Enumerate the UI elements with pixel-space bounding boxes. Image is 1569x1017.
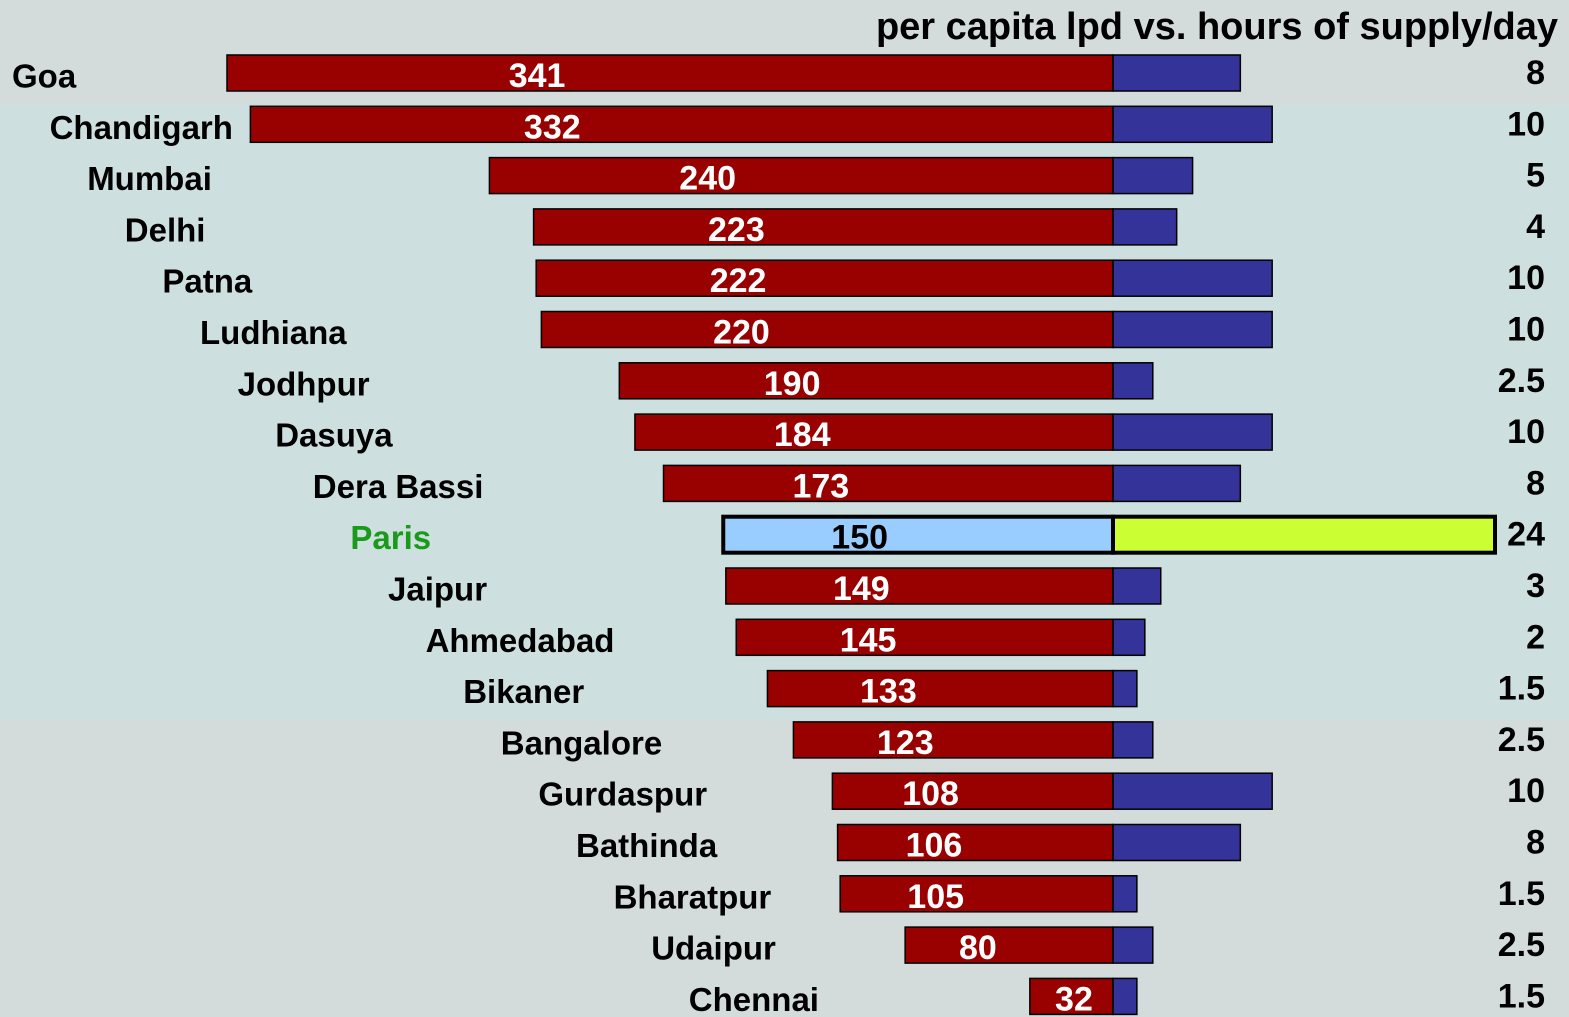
lpd-bar xyxy=(721,514,1115,555)
lpd-bar xyxy=(540,310,1114,349)
hours-bar xyxy=(1112,413,1273,451)
lpd-value-label: 32 xyxy=(1055,980,1093,1017)
category-label: Chandigarh xyxy=(50,109,233,146)
hours-bar xyxy=(1112,105,1273,144)
hours-bar xyxy=(1112,669,1138,708)
lpd-value-label: 222 xyxy=(710,262,767,300)
lpd-value-label: 332 xyxy=(524,108,581,146)
category-label: Jaipur xyxy=(388,571,487,608)
hours-value-label: 10 xyxy=(1507,105,1545,143)
hours-value-label: 8 xyxy=(1526,824,1545,862)
lpd-value-label: 220 xyxy=(713,314,770,352)
hours-bar xyxy=(1112,977,1138,1016)
lpd-value-label: 80 xyxy=(959,929,997,967)
lpd-bar xyxy=(904,926,1114,964)
category-label: Paris xyxy=(350,519,431,556)
lpd-bar xyxy=(766,669,1114,708)
hours-value-label: 3 xyxy=(1526,567,1545,605)
hours-bar xyxy=(1111,514,1497,555)
category-label: Bathinda xyxy=(576,827,718,864)
lpd-value-label: 105 xyxy=(907,878,964,916)
hours-value-label: 5 xyxy=(1526,157,1545,195)
hours-value-label: 1.5 xyxy=(1498,875,1545,913)
lpd-bar xyxy=(1029,977,1114,1016)
category-label: Ludhiana xyxy=(200,314,347,351)
lpd-value-label: 149 xyxy=(833,570,890,608)
hours-bar xyxy=(1112,54,1242,92)
hours-value-label: 2.5 xyxy=(1498,926,1545,964)
category-label: Udaipur xyxy=(651,930,776,967)
lpd-value-label: 341 xyxy=(509,57,566,95)
hours-value-label: 2 xyxy=(1526,618,1545,656)
category-label: Ahmedabad xyxy=(426,622,615,659)
background-band xyxy=(0,105,1569,720)
hours-bar xyxy=(1112,618,1146,657)
lpd-bar xyxy=(725,567,1114,605)
lpd-bar xyxy=(836,823,1114,862)
hours-bar xyxy=(1112,362,1154,400)
lpd-value-label: 106 xyxy=(906,827,963,865)
hours-value-label: 10 xyxy=(1507,772,1545,810)
hours-bar xyxy=(1112,772,1273,810)
hours-bar xyxy=(1112,823,1242,862)
hours-value-label: 10 xyxy=(1507,259,1545,297)
lpd-value-label: 173 xyxy=(792,467,849,505)
lpd-value-label: 150 xyxy=(831,519,888,557)
lpd-value-label: 223 xyxy=(708,211,765,249)
lpd-bar xyxy=(488,156,1114,195)
hours-bar xyxy=(1112,926,1154,964)
category-label: Dasuya xyxy=(275,417,393,454)
hours-value-label: 8 xyxy=(1526,54,1545,92)
category-label: Patna xyxy=(162,263,253,300)
hours-value-label: 2.5 xyxy=(1498,721,1545,759)
hours-value-label: 1.5 xyxy=(1498,670,1545,708)
hours-bar xyxy=(1112,310,1273,349)
hours-bar xyxy=(1112,567,1162,605)
lpd-value-label: 184 xyxy=(774,416,831,454)
hours-bar xyxy=(1112,208,1178,246)
lpd-value-label: 108 xyxy=(902,775,959,813)
lpd-bar xyxy=(226,54,1114,92)
hours-bar xyxy=(1112,259,1273,297)
lpd-bar xyxy=(831,772,1114,810)
lpd-bar xyxy=(535,259,1114,297)
lpd-bar xyxy=(839,875,1114,913)
lpd-value-label: 190 xyxy=(764,365,821,403)
category-label: Jodhpur xyxy=(238,365,370,402)
category-label: Bharatpur xyxy=(614,878,772,915)
chart-title: per capita lpd vs. hours of supply/day xyxy=(876,6,1558,48)
hours-bar xyxy=(1112,464,1242,503)
category-label: Gurdaspur xyxy=(538,776,707,813)
hours-value-label: 4 xyxy=(1526,208,1545,246)
lpd-bar xyxy=(249,105,1114,144)
lpd-bar xyxy=(662,464,1114,503)
hours-value-label: 10 xyxy=(1507,311,1545,349)
hours-value-label: 24 xyxy=(1507,516,1545,554)
lpd-value-label: 145 xyxy=(840,621,897,659)
hours-value-label: 8 xyxy=(1526,464,1545,502)
lpd-value-label: 123 xyxy=(877,724,934,762)
category-label: Mumbai xyxy=(87,160,212,197)
hours-value-label: 2.5 xyxy=(1498,362,1545,400)
lpd-bar xyxy=(792,721,1114,759)
hours-bar xyxy=(1112,156,1194,195)
hours-bar xyxy=(1112,875,1138,913)
lpd-value-label: 133 xyxy=(860,673,917,711)
category-label: Delhi xyxy=(125,211,206,248)
hours-value-label: 10 xyxy=(1507,413,1545,451)
lpd-bar xyxy=(532,208,1114,246)
lpd-bar xyxy=(735,618,1114,657)
category-label: Bikaner xyxy=(463,673,584,710)
hours-bar xyxy=(1112,721,1154,759)
lpd-bar xyxy=(618,362,1114,400)
category-label: Chennai xyxy=(689,981,819,1017)
lpd-bar xyxy=(634,413,1114,451)
category-label: Bangalore xyxy=(501,724,662,761)
lpd-value-label: 240 xyxy=(679,160,736,198)
category-label: Goa xyxy=(12,58,77,95)
hours-value-label: 1.5 xyxy=(1498,977,1545,1015)
category-label: Dera Bassi xyxy=(313,468,484,505)
